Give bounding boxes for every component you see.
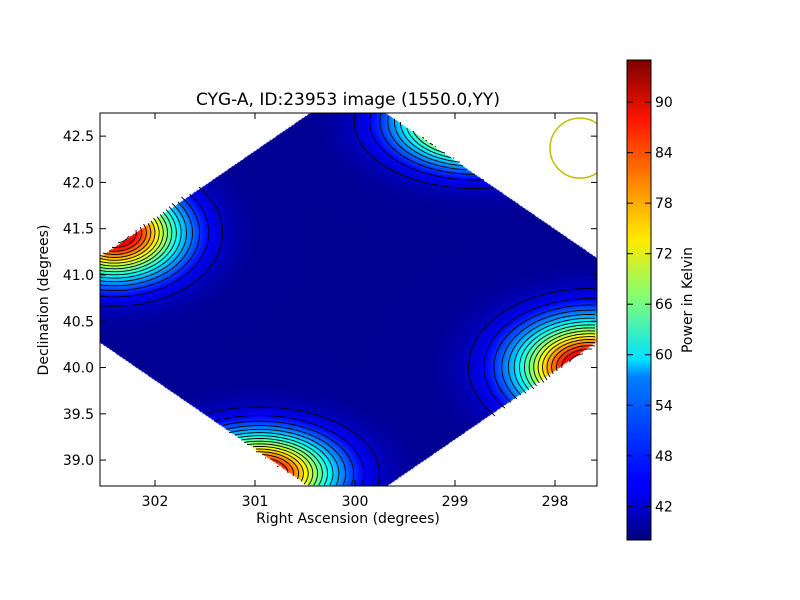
colorbar-ticks: 42 48 54 60 66 72 78 84 90 (627, 95, 673, 515)
y-tick-label: 42.0 (63, 175, 94, 191)
contour-lines (100, 113, 596, 486)
contour-level-75 (100, 220, 596, 482)
x-axis-ticks: 302 301 300 299 298 (142, 113, 569, 510)
colorbar-tick-label: 54 (655, 398, 673, 414)
x-tick-label: 300 (342, 494, 369, 510)
colorbar-tick-label: 78 (655, 196, 673, 212)
colorbar-gradient (626, 59, 652, 541)
y-axis-label: Declination (degrees) (36, 225, 52, 376)
colorbar-tick-label: 84 (655, 146, 673, 162)
contour-level-87 (111, 229, 592, 468)
contour-level-63 (100, 130, 596, 486)
colorbar-tick-label: 42 (655, 499, 673, 515)
contour-level-66 (100, 136, 596, 486)
contour-level-60 (100, 127, 596, 486)
plot-frame (99, 112, 598, 487)
contour-level-72 (100, 217, 596, 485)
heatmap-image (100, 113, 597, 486)
y-tick-label: 39.5 (63, 407, 94, 423)
colorbar-tick-label: 66 (655, 297, 673, 313)
x-axis-label: Right Ascension (degrees) (256, 511, 440, 527)
contour-level-57 (100, 121, 596, 486)
y-tick-label: 40.0 (63, 361, 94, 377)
x-tick-label: 298 (542, 494, 569, 510)
heatmap-plot (100, 113, 597, 486)
colorbar-tick-label: 48 (655, 449, 673, 465)
y-tick-label: 39.0 (63, 453, 94, 469)
contour-level-69 (100, 216, 596, 486)
y-tick-label: 41.0 (63, 268, 94, 284)
colorbar-tick-label: 60 (655, 348, 673, 364)
colorbar-label: Power in Kelvin (680, 247, 696, 353)
contour-level-90 (117, 235, 584, 363)
chart-title: CYG-A, ID:23953 image (1550.0,YY) (196, 90, 500, 110)
contour-level-84 (108, 226, 596, 474)
y-tick-label: 40.5 (63, 314, 94, 330)
y-axis-ticks: 39.0 39.5 40.0 40.5 41.0 41.5 42.0 42.5 (63, 129, 597, 469)
x-tick-label: 302 (142, 494, 169, 510)
contour-level-51 (100, 115, 595, 486)
y-tick-label: 41.5 (63, 222, 94, 238)
contour-level-48 (100, 113, 596, 486)
x-tick-label: 301 (242, 494, 269, 510)
contour-level-45 (100, 113, 595, 486)
contour-level-54 (100, 118, 595, 486)
colorbar: 42 48 54 60 66 72 78 84 90 Power in Kelvin (626, 59, 696, 541)
contour-level-78 (100, 223, 596, 480)
beam-marker (549, 117, 597, 179)
x-tick-label: 299 (442, 494, 469, 510)
y-tick-label: 42.5 (63, 129, 94, 145)
colorbar-tick-label: 90 (655, 95, 673, 111)
contour-level-81 (102, 223, 596, 477)
colorbar-tick-label: 72 (655, 247, 673, 263)
